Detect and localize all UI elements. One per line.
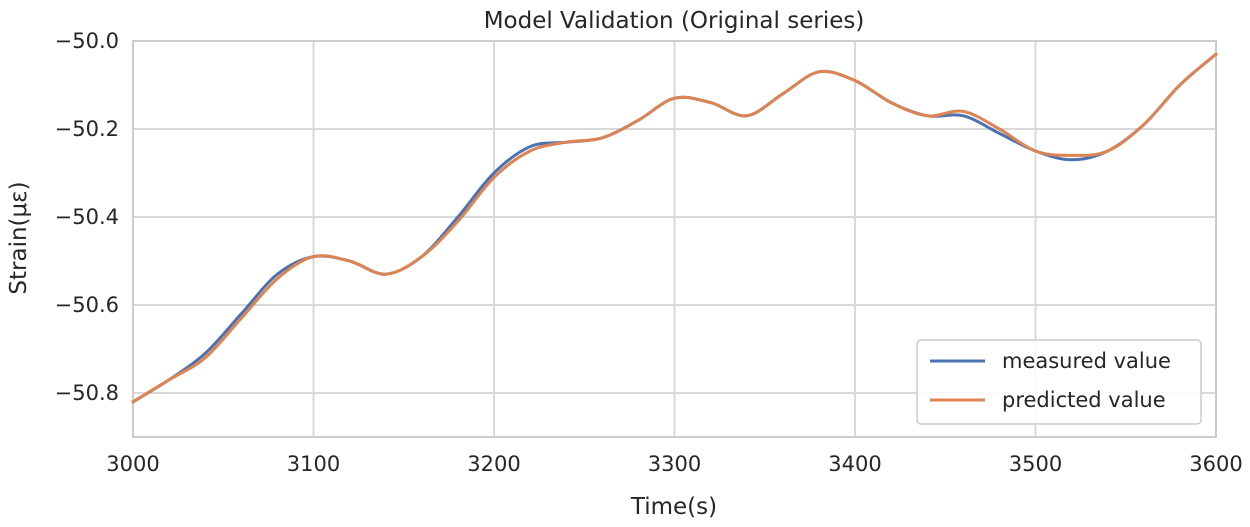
y-axis-label: Strain(με) (6, 181, 32, 294)
x-axis-label: Time(s) (630, 494, 717, 520)
legend-box (916, 339, 1202, 425)
legend-label-measured: measured value (1002, 349, 1171, 373)
x-tick-label: 3300 (648, 452, 701, 476)
y-tick-label: −50.2 (55, 117, 119, 141)
y-axis-ticks: −50.0 −50.2 −50.4 −50.6 −50.8 (55, 29, 119, 405)
series-group (131, 52, 1218, 404)
y-tick-label: −50.6 (55, 293, 119, 317)
x-axis-ticks: 3000 3100 3200 3300 3400 3500 3600 (106, 452, 1242, 476)
x-tick-label: 3500 (1009, 452, 1062, 476)
chart-title: Model Validation (Original series) (484, 8, 865, 34)
plot-frame (132, 40, 1217, 438)
y-tick-label: −50.4 (55, 205, 119, 229)
legend: measured value predicted value (916, 339, 1202, 425)
x-tick-label: 3100 (287, 452, 340, 476)
series-line-predicted (131, 52, 1218, 404)
legend-label-predicted: predicted value (1002, 388, 1166, 412)
x-tick-label: 3200 (467, 452, 520, 476)
y-tick-label: −50.0 (55, 29, 119, 53)
y-tick-label: −50.8 (55, 381, 119, 405)
x-tick-label: 3000 (106, 452, 159, 476)
x-tick-label: 3400 (828, 452, 881, 476)
x-tick-label: 3600 (1189, 452, 1242, 476)
